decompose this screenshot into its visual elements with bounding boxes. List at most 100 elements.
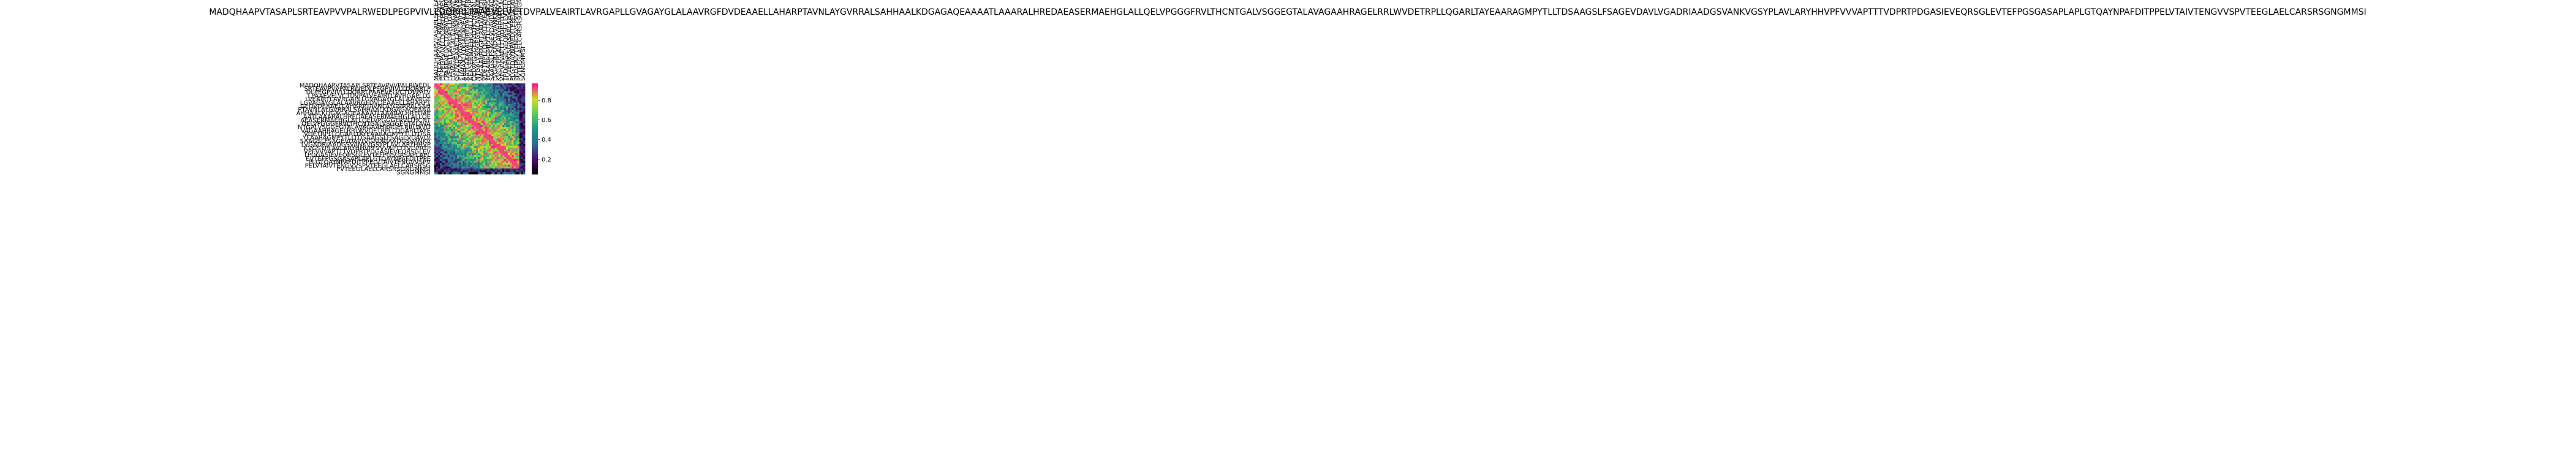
heatmap-cell: [459, 149, 461, 152]
heatmap-cell: [463, 119, 465, 122]
heatmap-cell: [438, 149, 440, 152]
heatmap-cell: [510, 89, 512, 91]
heatmap-cell: [438, 138, 440, 140]
heatmap-cell: [477, 145, 480, 148]
heatmap-cell: [449, 87, 452, 90]
heatmap-cell: [515, 147, 518, 150]
heatmap-cell: [445, 161, 448, 163]
heatmap-cell: [491, 87, 493, 90]
heatmap-cell: [461, 143, 463, 147]
heatmap-cell: [521, 157, 524, 159]
heatmap-cell: [459, 164, 461, 167]
heatmap-cell: [502, 85, 505, 88]
heatmap-cell: [489, 106, 491, 109]
heatmap-cell: [445, 108, 448, 110]
heatmap-cell: [504, 142, 507, 145]
heatmap-cell: [440, 104, 442, 107]
heatmap-cell: [483, 98, 486, 101]
heatmap-cell: [466, 170, 469, 173]
heatmap-cell: [472, 83, 475, 86]
heatmap-cell: [434, 164, 437, 167]
heatmap-cell: [453, 126, 456, 129]
heatmap-cell: [498, 142, 501, 145]
heatmap-cell: [496, 157, 499, 159]
heatmap-cell: [512, 108, 514, 110]
heatmap-cell: [512, 96, 514, 99]
heatmap-cell: [477, 143, 480, 147]
heatmap-cell: [506, 172, 508, 175]
heatmap-cell: [512, 142, 514, 145]
heatmap-cell: [440, 110, 442, 112]
heatmap-cell: [474, 124, 477, 128]
heatmap-cell: [523, 113, 526, 116]
heatmap-cell: [494, 106, 497, 109]
heatmap-cell: [483, 123, 486, 126]
heatmap-cell: [451, 83, 454, 86]
heatmap-cell: [508, 89, 510, 91]
heatmap-cell: [477, 100, 480, 103]
heatmap-cell: [493, 170, 496, 173]
heatmap-cell: [498, 85, 501, 88]
colorbar-tick-label: 0.8: [542, 97, 551, 104]
heatmap-cell: [474, 102, 477, 105]
heatmap-cell: [444, 138, 446, 140]
heatmap-cell: [482, 98, 484, 101]
heatmap-cell: [480, 102, 482, 105]
heatmap-cell: [485, 83, 488, 86]
heatmap-cell: [500, 108, 503, 110]
heatmap-cell: [464, 106, 467, 109]
heatmap-cell: [438, 89, 440, 91]
heatmap-cell: [517, 113, 520, 116]
heatmap-cell: [485, 121, 488, 124]
heatmap-cell: [474, 166, 477, 169]
heatmap-cell: [468, 121, 470, 124]
heatmap-cell: [447, 147, 450, 150]
heatmap-cell: [474, 87, 477, 90]
heatmap-cell: [434, 110, 437, 112]
heatmap-cell: [461, 104, 463, 107]
heatmap-cell: [463, 140, 465, 142]
heatmap-cell: [510, 108, 512, 110]
heatmap-cell: [513, 129, 516, 131]
heatmap-cell: [494, 117, 497, 120]
heatmap-cell: [506, 96, 508, 99]
heatmap-cell: [459, 85, 461, 88]
colorbar-swatch: [532, 104, 538, 107]
heatmap-cell: [485, 149, 488, 152]
heatmap-cell: [434, 126, 437, 129]
heatmap-cell: [442, 85, 444, 88]
heatmap-cell: [475, 117, 478, 120]
heatmap-cell: [480, 98, 482, 101]
heatmap-cell: [519, 96, 522, 99]
heatmap-cell: [519, 113, 522, 116]
heatmap-cell: [489, 119, 491, 122]
heatmap-cell: [470, 140, 473, 142]
heatmap-cell: [440, 159, 442, 161]
heatmap-cell: [457, 85, 459, 88]
colorbar-swatch: [532, 95, 538, 97]
heatmap-cell: [489, 131, 491, 133]
x-tick-label: PELVTAIVTENGVVSPVTEEGLAELCARSRSG: [513, 0, 520, 81]
heatmap-cell: [449, 164, 452, 167]
heatmap-cell: [489, 157, 491, 159]
heatmap-cell: [468, 89, 470, 91]
heatmap-cell: [440, 106, 442, 109]
heatmap-cell: [493, 112, 496, 114]
heatmap-cell: [480, 157, 482, 159]
heatmap-cell: [444, 123, 446, 126]
heatmap-cell: [500, 117, 503, 120]
heatmap-cell: [455, 87, 458, 90]
heatmap-cell: [493, 83, 496, 86]
heatmap-cell: [455, 170, 458, 173]
heatmap-cell: [491, 94, 493, 97]
heatmap-cell: [482, 170, 484, 173]
heatmap-cell: [449, 98, 452, 101]
heatmap-cell: [500, 102, 503, 105]
heatmap-cell: [489, 140, 491, 142]
heatmap-cell: [523, 117, 526, 120]
heatmap-cell: [523, 91, 526, 93]
heatmap-cell: [491, 89, 493, 91]
heatmap-cell: [512, 161, 514, 163]
heatmap-cell: [453, 124, 456, 128]
heatmap-cell: [494, 123, 497, 126]
